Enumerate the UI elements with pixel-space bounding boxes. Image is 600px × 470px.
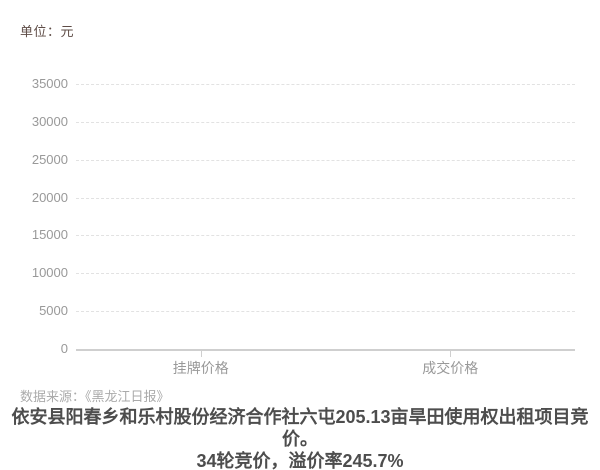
x-axis-label: 挂牌价格 (172, 360, 229, 376)
title-line-2: 34轮竞价，溢价率245.7% (196, 451, 404, 470)
gridline (76, 311, 575, 313)
y-axis-labels: 0 5000 10000 15000 20000 25000 30000 35000 (0, 76, 68, 356)
x-axis: 挂牌价格 成交价格 (76, 349, 575, 377)
gridline (76, 235, 575, 237)
y-axis-tick-label: 20000 (31, 189, 68, 205)
gridline (76, 159, 575, 161)
unit-label: 单位：元 (20, 24, 75, 39)
y-axis-tick-label: 35000 (31, 76, 68, 91)
gridline (76, 84, 575, 85)
x-axis-tick (200, 349, 202, 357)
source-label: 数据来源：《黑龙江日报》 (20, 389, 170, 404)
y-axis-tick-label: 10000 (31, 265, 68, 281)
y-axis-tick-label: 25000 (31, 151, 68, 167)
gridline (76, 273, 575, 275)
y-axis-tick-label: 15000 (31, 227, 68, 243)
y-axis-tick-label: 30000 (31, 113, 68, 129)
gridline (76, 121, 575, 123)
gridline (76, 197, 575, 199)
y-axis-tick-label: 0 (60, 341, 68, 356)
chart-title: 依安县阳春乡和乐村股份经济合作社六屯205.13亩旱田使用权出租项目竞价。 34… (0, 406, 600, 470)
y-axis-tick-label: 5000 (39, 303, 68, 319)
x-axis-label: 成交价格 (422, 360, 479, 376)
plot-area (76, 84, 575, 351)
title-line-1: 依安县阳春乡和乐村股份经济合作社六屯205.13亩旱田使用权出租项目竞价。 (11, 407, 589, 449)
x-axis-tick (450, 349, 452, 357)
